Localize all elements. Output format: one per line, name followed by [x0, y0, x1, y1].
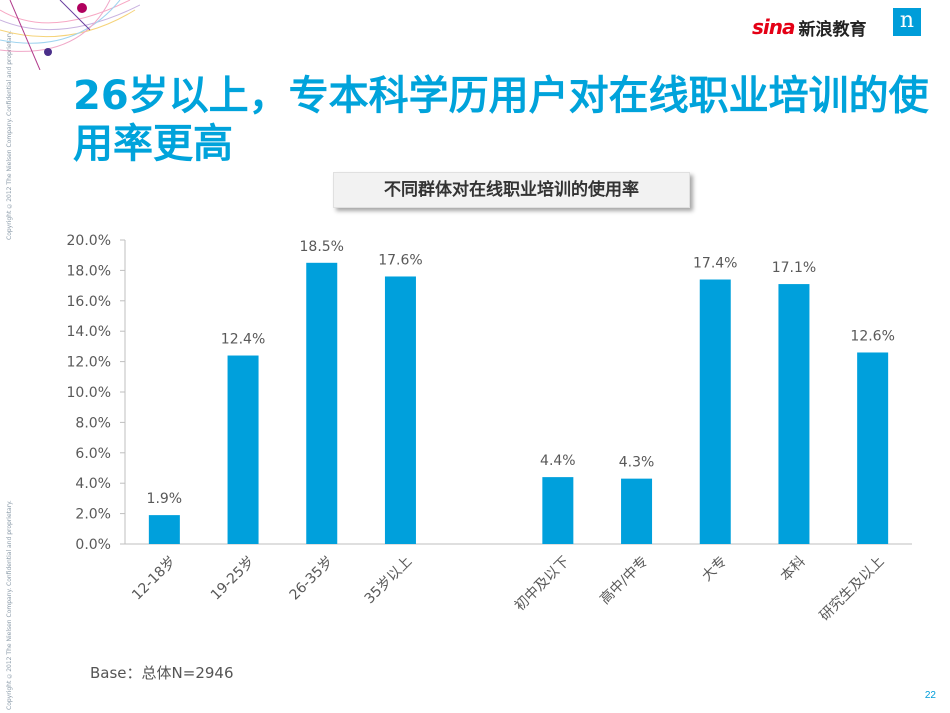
bar	[778, 284, 810, 544]
x-tick-label: 19-25岁	[208, 554, 258, 604]
bar	[384, 276, 416, 544]
dot-icon	[77, 3, 87, 13]
nielsen-logo: n	[893, 8, 921, 36]
sina-brand: sina 新浪教育	[752, 10, 867, 44]
chart-subtitle: 不同群体对在线职业培训的使用率	[333, 172, 690, 208]
data-label: 12.4%	[221, 332, 265, 348]
bar	[542, 477, 574, 544]
data-label: 4.3%	[619, 455, 655, 471]
x-tick-label: 研究生及以上	[817, 554, 888, 625]
base-note: Base：总体N=2946	[90, 664, 234, 682]
x-tick-label: 本科	[778, 554, 809, 585]
bar	[306, 262, 338, 544]
x-tick-label: 高中/中专	[596, 553, 651, 608]
y-tick-label: 6.0%	[75, 446, 111, 462]
x-tick-label: 35岁以上	[362, 554, 416, 608]
y-tick-label: 4.0%	[75, 476, 111, 492]
y-tick-label: 10.0%	[67, 385, 111, 401]
data-label: 17.1%	[772, 260, 816, 276]
decorative-lines	[0, 0, 140, 70]
bar	[148, 515, 180, 544]
y-tick-label: 8.0%	[75, 415, 111, 431]
x-tick-label: 26-35岁	[287, 554, 337, 604]
y-tick-label: 12.0%	[67, 355, 111, 371]
bar	[699, 279, 731, 544]
y-tick-label: 0.0%	[75, 537, 111, 553]
data-label: 18.5%	[300, 239, 344, 255]
y-tick-label: 18.0%	[67, 263, 111, 279]
y-tick-label: 14.0%	[67, 324, 111, 340]
x-tick-label: 12-18岁	[129, 554, 179, 604]
page-number: 22	[924, 690, 936, 701]
bar	[227, 355, 259, 544]
y-tick-label: 16.0%	[67, 294, 111, 310]
data-label: 4.4%	[540, 453, 576, 469]
data-label: 1.9%	[147, 491, 183, 507]
bar	[857, 352, 889, 544]
data-label: 17.6%	[378, 252, 422, 268]
bar	[621, 478, 653, 544]
data-label: 12.6%	[850, 328, 894, 344]
x-tick-label: 大专	[699, 554, 730, 585]
x-tick-label: 初中及以下	[511, 553, 573, 615]
left-strip	[0, 0, 22, 713]
dot-icon	[44, 48, 52, 56]
brand-name: 新浪教育	[798, 19, 867, 39]
sina-logo: sina	[752, 15, 795, 39]
y-tick-label: 2.0%	[75, 507, 111, 523]
page-title: 26岁以上，专本科学历用户对在线职业培训的使用率更高	[73, 73, 929, 167]
data-label: 17.4%	[693, 256, 737, 272]
y-tick-label: 20.0%	[67, 233, 111, 249]
